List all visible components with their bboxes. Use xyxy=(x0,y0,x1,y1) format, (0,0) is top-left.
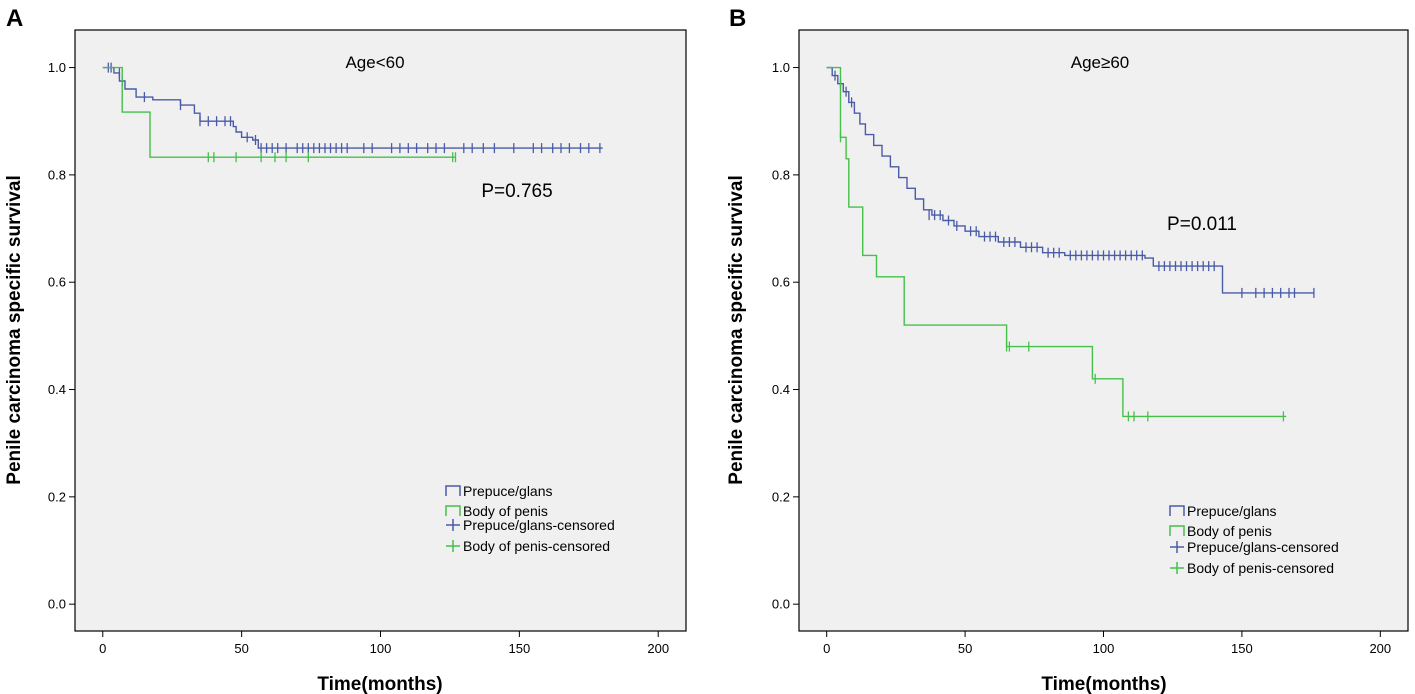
legend-swatch-prepuce-glans xyxy=(445,485,461,496)
legend-entry-prepuce-glans-censored: Prepuce/glans-censored xyxy=(1170,539,1339,555)
x-tick-label: 0 xyxy=(823,641,830,656)
curve-prepuce-glans xyxy=(826,66,1314,294)
chart-title: Age<60 xyxy=(345,53,404,72)
legend-label-body-of-penis: Body of penis xyxy=(1187,523,1272,539)
p-value-annotation: P=0.011 xyxy=(1167,214,1237,235)
legend-swatch-prepuce-glans-censored xyxy=(1170,541,1184,553)
legend-swatch-body-of-penis-censored xyxy=(1170,562,1184,574)
y-tick-label: 0.0 xyxy=(48,597,66,612)
curve-body-of-penis xyxy=(102,66,456,158)
curve-body-of-penis xyxy=(826,66,1287,418)
legend-entry-body-of-penis-censored: Body of penis-censored xyxy=(1170,560,1334,576)
panel-label: A xyxy=(6,5,23,32)
plot-area xyxy=(798,29,1409,632)
legend-swatch-body-of-penis xyxy=(1169,525,1185,536)
legend-entry-prepuce-glans: Prepuce/glans xyxy=(445,483,553,499)
legend-label-prepuce-glans-censored: Prepuce/glans-censored xyxy=(1187,539,1339,555)
x-axis-label: Time(months) xyxy=(317,674,442,694)
legend-label-prepuce-glans: Prepuce/glans xyxy=(463,483,553,499)
legend-swatch-prepuce-glans xyxy=(1169,505,1185,516)
legend-label-body-of-penis-censored: Body of penis-censored xyxy=(1187,560,1334,576)
x-tick-label: 200 xyxy=(1369,641,1391,656)
legend-entry-body-of-penis-censored: Body of penis-censored xyxy=(446,538,610,554)
x-tick-label: 50 xyxy=(234,641,248,656)
y-tick-label: 0.6 xyxy=(48,275,66,290)
y-tick-label: 1.0 xyxy=(48,60,66,75)
y-tick-label: 0.0 xyxy=(772,597,790,612)
y-tick-label: 0.2 xyxy=(772,489,790,504)
y-tick-label: 0.2 xyxy=(48,489,66,504)
survival-curves xyxy=(102,62,603,163)
y-tick-label: 0.8 xyxy=(48,167,66,182)
y-tick-label: 0.4 xyxy=(48,382,66,397)
y-tick-label: 0.4 xyxy=(772,382,790,397)
legend-label-body-of-penis-censored: Body of penis-censored xyxy=(463,538,610,554)
x-tick-label: 100 xyxy=(1093,641,1115,656)
axis-ticks: 0 50 100 150 200 0.0 0.2 0.4 0.6 0.8 1.0 xyxy=(772,60,1391,656)
x-tick-label: 0 xyxy=(99,641,106,656)
y-tick-label: 0.6 xyxy=(772,275,790,290)
x-tick-label: 150 xyxy=(1231,641,1253,656)
svg-text:Penile carcinoma specific surv: Penile carcinoma specific survival xyxy=(4,175,25,484)
legend-label-prepuce-glans-censored: Prepuce/glans-censored xyxy=(463,517,615,533)
panel-b: B Penile carcinoma specific survival Tim… xyxy=(726,5,1409,694)
x-axis-label: Time(months) xyxy=(1041,674,1166,694)
y-tick-label: 0.8 xyxy=(772,167,790,182)
legend: Prepuce/glans Body of penis Prepuce/glan… xyxy=(445,483,615,554)
x-tick-label: 100 xyxy=(370,641,392,656)
legend-label-prepuce-glans: Prepuce/glans xyxy=(1187,503,1277,519)
plot-area xyxy=(74,29,687,632)
y-axis-label: Penile carcinoma specific survival xyxy=(726,175,747,484)
legend-label-body-of-penis: Body of penis xyxy=(463,503,548,519)
legend-entry-prepuce-glans: Prepuce/glans xyxy=(1169,503,1277,519)
y-tick-label: 1.0 xyxy=(772,60,790,75)
axis-ticks: 0 50 100 150 200 0.0 0.2 0.4 0.6 0.8 1.0 xyxy=(48,60,669,656)
p-value-annotation: P=0.765 xyxy=(481,181,552,202)
legend-swatch-body-of-penis xyxy=(445,505,461,516)
legend-swatch-prepuce-glans-censored xyxy=(446,519,460,531)
survival-curves xyxy=(826,66,1315,422)
x-tick-label: 150 xyxy=(509,641,531,656)
panel-a: A Penile carcinoma specific survival Tim… xyxy=(4,5,687,694)
svg-text:Penile carcinoma specific surv: Penile carcinoma specific survival xyxy=(726,175,747,484)
legend-entry-body-of-penis: Body of penis xyxy=(1169,523,1272,539)
legend: Prepuce/glans Body of penis Prepuce/glan… xyxy=(1169,503,1339,576)
legend-entry-body-of-penis: Body of penis xyxy=(445,503,548,519)
chart-title: Age≥60 xyxy=(1071,53,1130,72)
legend-entry-prepuce-glans-censored: Prepuce/glans-censored xyxy=(446,517,615,533)
x-tick-label: 200 xyxy=(647,641,669,656)
x-tick-label: 50 xyxy=(958,641,972,656)
legend-swatch-body-of-penis-censored xyxy=(446,540,460,552)
y-axis-label: Penile carcinoma specific survival xyxy=(4,175,25,484)
panel-label: B xyxy=(729,5,746,32)
